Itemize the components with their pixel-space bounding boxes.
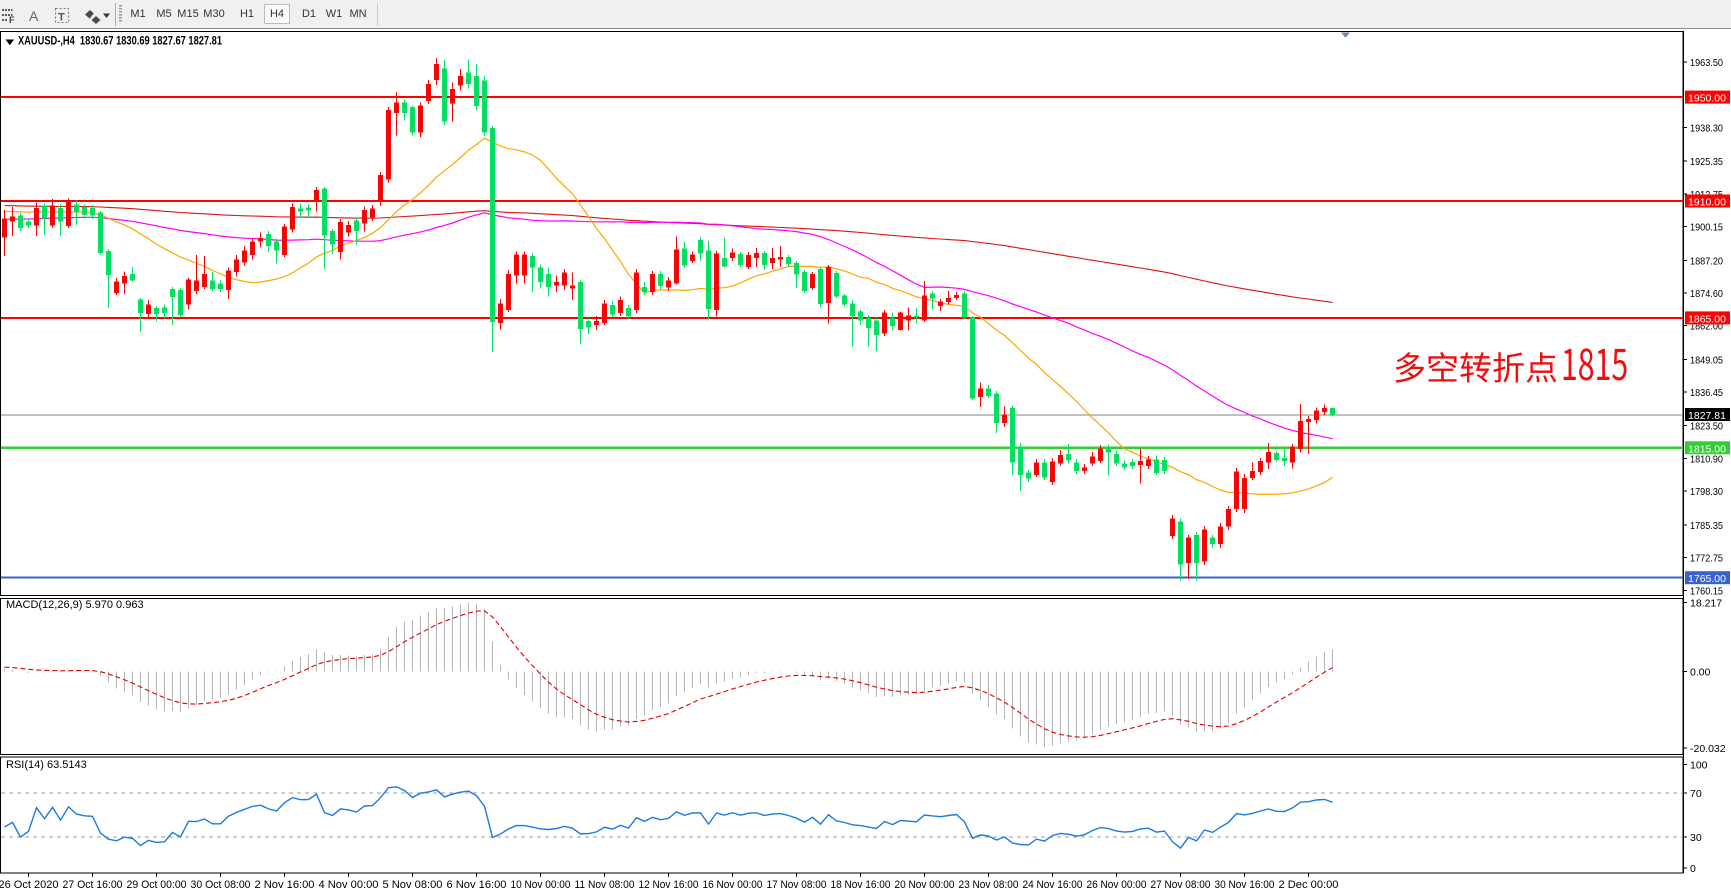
- svg-text:4 Nov 00:00: 4 Nov 00:00: [319, 879, 379, 891]
- svg-text:26 Oct 2020: 26 Oct 2020: [0, 879, 59, 891]
- svg-text:20 Nov 00:00: 20 Nov 00:00: [895, 879, 955, 891]
- svg-text:24 Nov 16:00: 24 Nov 16:00: [1023, 879, 1083, 891]
- svg-text:XAUUSD-,H4 1830.67 1830.69 18: XAUUSD-,H4 1830.67 1830.69 1827.67 1827.…: [18, 36, 222, 48]
- svg-text:1874.60: 1874.60: [1690, 288, 1723, 300]
- svg-text:1772.75: 1772.75: [1690, 553, 1723, 565]
- svg-text:1785.35: 1785.35: [1690, 520, 1723, 532]
- svg-text:100: 100: [1690, 759, 1708, 771]
- svg-text:0: 0: [1690, 863, 1696, 875]
- svg-text:27 Nov 08:00: 27 Nov 08:00: [1151, 879, 1211, 891]
- svg-text:1798.30: 1798.30: [1690, 486, 1723, 498]
- svg-text:-20.032: -20.032: [1690, 743, 1726, 755]
- svg-text:30 Oct 08:00: 30 Oct 08:00: [191, 879, 251, 891]
- svg-text:27 Oct 16:00: 27 Oct 16:00: [63, 879, 123, 891]
- svg-text:23 Nov 08:00: 23 Nov 08:00: [959, 879, 1019, 891]
- svg-text:1810.90: 1810.90: [1690, 454, 1723, 466]
- svg-text:1900.15: 1900.15: [1690, 222, 1723, 234]
- svg-text:5 Nov 08:00: 5 Nov 08:00: [383, 879, 443, 891]
- svg-text:26 Nov 00:00: 26 Nov 00:00: [1087, 879, 1147, 891]
- svg-text:1938.30: 1938.30: [1690, 123, 1723, 135]
- svg-text:1823.50: 1823.50: [1690, 421, 1723, 433]
- svg-text:70: 70: [1690, 788, 1702, 800]
- svg-text:1950.00: 1950.00: [1688, 93, 1726, 105]
- svg-text:F: F: [9, 15, 15, 25]
- svg-text:A: A: [29, 8, 39, 24]
- svg-text:17 Nov 08:00: 17 Nov 08:00: [767, 879, 827, 891]
- svg-text:1827.81: 1827.81: [1688, 410, 1726, 422]
- svg-text:0.00: 0.00: [1690, 667, 1711, 679]
- svg-text:30: 30: [1690, 832, 1702, 844]
- svg-text:29 Oct 00:00: 29 Oct 00:00: [127, 879, 187, 891]
- svg-text:1765.00: 1765.00: [1688, 573, 1726, 585]
- svg-text:RSI(14) 63.5143: RSI(14) 63.5143: [6, 759, 87, 771]
- svg-text:18 Nov 16:00: 18 Nov 16:00: [831, 879, 891, 891]
- svg-text:1925.35: 1925.35: [1690, 156, 1723, 168]
- svg-text:1887.20: 1887.20: [1690, 255, 1723, 267]
- svg-text:16 Nov 00:00: 16 Nov 00:00: [703, 879, 763, 891]
- svg-text:6 Nov 16:00: 6 Nov 16:00: [447, 879, 507, 891]
- svg-text:MACD(12,26,9) 5.970 0.963: MACD(12,26,9) 5.970 0.963: [6, 599, 144, 611]
- svg-text:12 Nov 16:00: 12 Nov 16:00: [639, 879, 699, 891]
- svg-text:2 Dec 00:00: 2 Dec 00:00: [1279, 879, 1339, 891]
- svg-text:30 Nov 16:00: 30 Nov 16:00: [1215, 879, 1275, 891]
- svg-text:1815.00: 1815.00: [1688, 443, 1726, 455]
- svg-text:1963.50: 1963.50: [1690, 57, 1723, 69]
- svg-text:2 Nov 16:00: 2 Nov 16:00: [255, 879, 315, 891]
- svg-text:1865.00: 1865.00: [1688, 313, 1726, 325]
- svg-text:1760.15: 1760.15: [1690, 585, 1723, 597]
- svg-text:1836.45: 1836.45: [1690, 387, 1723, 399]
- svg-text:1849.05: 1849.05: [1690, 354, 1723, 366]
- svg-text:10 Nov 00:00: 10 Nov 00:00: [511, 879, 571, 891]
- svg-text:1910.00: 1910.00: [1688, 197, 1726, 209]
- svg-text:11 Nov 08:00: 11 Nov 08:00: [575, 879, 635, 891]
- svg-text:18.217: 18.217: [1690, 598, 1722, 610]
- svg-text:T: T: [58, 12, 65, 24]
